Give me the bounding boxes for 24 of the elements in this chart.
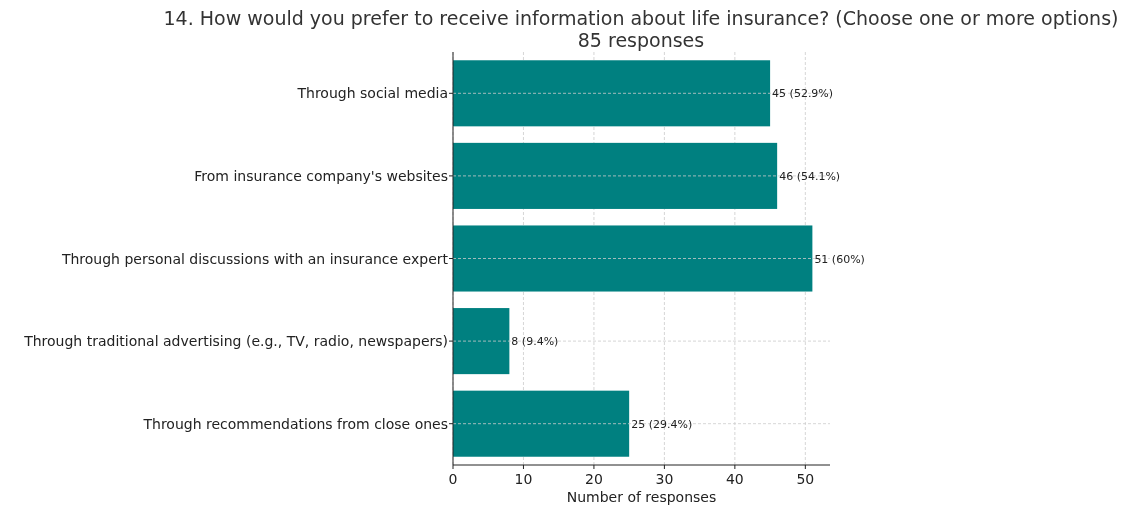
chart-title: 14. How would you prefer to receive information about life insurance? (Choose one or more options) [163, 7, 1119, 29]
y-tick-label: Through personal discussions with an insurance expert [60, 250, 449, 267]
y-tick-label: Through recommendations from close ones [142, 415, 448, 432]
x-tick-label: 40 [725, 471, 744, 487]
bar [453, 142, 778, 209]
x-tick-label: 10 [514, 471, 533, 487]
bar [453, 308, 510, 375]
data-label: 46 (54.1%) [779, 169, 841, 183]
y-tick-label: Through social media [296, 85, 448, 102]
data-label: 45 (52.9%) [772, 87, 834, 101]
data-label: 51 (60%) [814, 252, 865, 266]
x-tick-label: 0 [448, 471, 458, 487]
x-axis-title: Number of responses [566, 489, 717, 505]
bar [453, 390, 630, 457]
data-label: 25 (29.4%) [631, 417, 693, 431]
y-tick-label: From insurance company's websites [194, 167, 448, 184]
x-tick-label: 30 [655, 471, 674, 487]
data-label: 8 (9.4%) [511, 335, 559, 349]
bar [453, 225, 813, 292]
x-tick-label: 50 [796, 471, 815, 487]
y-tick-label: Through traditional advertising (e.g., TV, radio, newspapers) [23, 333, 448, 350]
x-tick-label: 20 [585, 471, 603, 487]
bar [453, 60, 771, 127]
chart-subtitle: 85 responses [577, 29, 705, 51]
